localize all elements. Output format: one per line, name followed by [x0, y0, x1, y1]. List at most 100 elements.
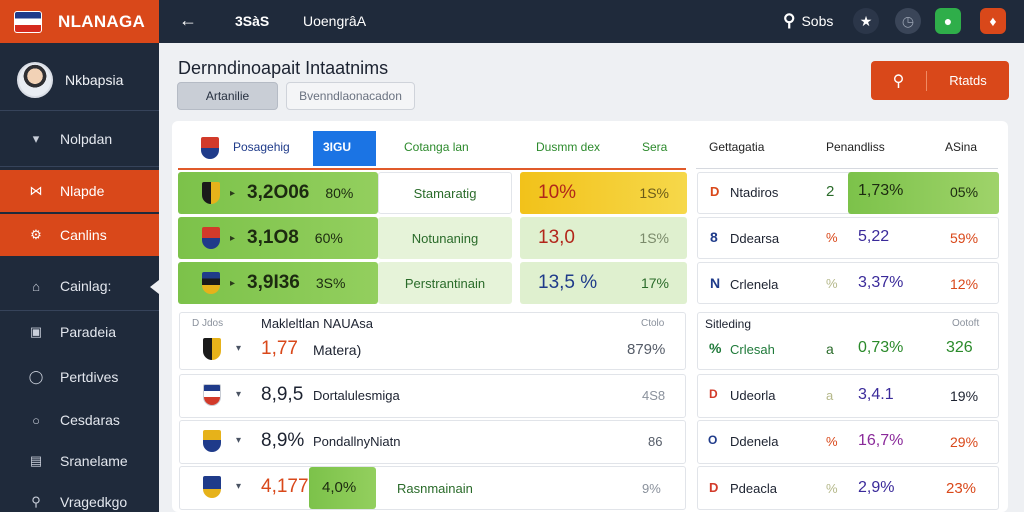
row-name: Rasnmainain	[397, 481, 473, 496]
chevron-down-icon[interactable]: ▾	[236, 481, 242, 492]
chat-icon[interactable]: ●	[935, 8, 961, 34]
row-chip: 4,0%	[322, 479, 357, 496]
sidebar-item-0[interactable]: ▾ Nolpdan	[0, 118, 159, 160]
header-highlight	[313, 131, 376, 166]
team-crest-icon	[203, 384, 221, 406]
sidebar-item-8[interactable]: ⚲ Vragedkgo	[0, 481, 159, 512]
sidebar-item-2[interactable]: ⚙ Canlins	[0, 214, 159, 256]
tab-inactive[interactable]: Bvenndlaonacadon	[286, 82, 415, 110]
table-row[interactable]: ▸ 3,9I36 3S%	[178, 262, 378, 304]
stat-pct: 1S%	[639, 185, 669, 201]
team-crest-icon	[203, 430, 221, 452]
row-pct: 23%	[946, 480, 977, 497]
top-number: 3SàS	[235, 13, 270, 29]
sidebar-item-6[interactable]: ○ Cesdaras	[0, 399, 159, 441]
back-arrow-icon[interactable]: ←	[179, 10, 197, 30]
col-header[interactable]: 3IGU	[323, 140, 352, 154]
row-mark: 2	[826, 183, 835, 200]
sidebar-item-label: Pertdives	[60, 369, 119, 385]
row-mark: a	[826, 341, 834, 357]
table-row[interactable]	[697, 420, 999, 464]
clock-icon[interactable]: ◷	[895, 8, 921, 34]
sidebar-item-1[interactable]: ⋈ Nlapde	[0, 170, 159, 212]
table-row[interactable]	[697, 466, 999, 510]
row-value: 2,9%	[858, 479, 895, 496]
flag-logo-icon	[14, 10, 42, 33]
table-row[interactable]	[697, 217, 999, 259]
page-title: Dernndinoapait Intaatnims	[178, 58, 389, 78]
table-row[interactable]	[179, 466, 686, 510]
row-letter: 8	[710, 229, 718, 245]
highlight-cell	[309, 467, 376, 509]
row-mark: %	[826, 434, 838, 449]
row-name: Dortalulesmiga	[313, 388, 400, 403]
sidebar-item-label: Cainlag:	[60, 278, 112, 294]
table-row[interactable]	[179, 312, 686, 370]
profile[interactable]: Nkbapsia	[0, 56, 159, 104]
row-right: 4S8	[642, 388, 666, 403]
chevron-down-icon[interactable]: ▾	[236, 389, 242, 400]
top-title: UoengrâA	[303, 13, 367, 29]
col-header[interactable]: Dusmm dex	[536, 140, 601, 154]
table-row[interactable]	[697, 262, 999, 304]
row-pct: 3S%	[315, 275, 346, 291]
table-row[interactable]	[697, 312, 999, 370]
col-header[interactable]: Penandliss	[826, 140, 885, 154]
tab-active[interactable]: Artanilie	[177, 82, 278, 110]
search-button[interactable]: ⚲ Sobs	[783, 11, 833, 31]
table-row[interactable]	[179, 420, 686, 464]
col-header[interactable]: Cotanga lan	[404, 140, 469, 154]
stat-cell: 10% 1S%	[520, 172, 687, 214]
row-name: Matera)	[313, 342, 362, 358]
search-label: Sobs	[801, 13, 834, 29]
circle-icon: ○	[32, 412, 40, 428]
chart-icon: ▤	[29, 453, 43, 468]
row-name: Udeorla	[730, 388, 776, 403]
table-row[interactable]: ▸ 3,2O06 80%	[178, 172, 378, 214]
row-value: 3,4.1	[858, 386, 894, 403]
stat-pct: 1S%	[639, 230, 669, 246]
sidebar-item-4[interactable]: ▣ Paradeia	[0, 311, 159, 353]
sidebar-item-7[interactable]: ▤ Sranelame	[0, 440, 159, 482]
team-crest-icon	[201, 137, 219, 159]
row-value: 0,73%	[858, 339, 904, 356]
section-small-right: Ctolo	[641, 318, 665, 329]
chevron-down-icon[interactable]: ▾	[236, 435, 242, 446]
sidebar-item-5[interactable]: ◯ Pertdives	[0, 356, 159, 398]
stat-pct: 17%	[640, 275, 669, 291]
search-icon: ⚲	[871, 70, 927, 91]
crest-icon[interactable]: ♦	[980, 8, 1006, 34]
row-letter: D	[710, 184, 720, 199]
row-pct: 326	[946, 339, 973, 356]
mascot-icon[interactable]: ★	[853, 8, 879, 34]
row-name: Pdeacla	[730, 481, 777, 496]
row-pct: 12%	[950, 276, 979, 292]
table-row[interactable]	[697, 374, 999, 418]
avatar	[17, 62, 53, 98]
caret-right-icon: ▸	[230, 232, 236, 244]
row-letter: %	[709, 340, 722, 356]
col-header[interactable]: Gettagatia	[709, 140, 765, 154]
shield-icon: ◯	[28, 369, 44, 384]
row-value: 4,177	[261, 476, 309, 497]
team-crest-icon	[202, 227, 220, 249]
row-value: 8,9,5	[261, 384, 304, 405]
row-name: Crlesah	[730, 342, 775, 357]
chevron-down-icon[interactable]: ▾	[236, 343, 242, 354]
sidebar-item-label: Cesdaras	[60, 412, 120, 428]
row-right: 9%	[642, 481, 661, 496]
sidebar: NLANAGA Nkbapsia ▾ Nolpdan ⋈ Nlapde ⚙ Ca…	[0, 0, 159, 512]
table-row[interactable]	[179, 374, 686, 418]
header-underline	[696, 168, 998, 169]
team-crest-icon	[203, 338, 221, 360]
sidebar-item-3[interactable]: ⌂ Cainlag:	[0, 265, 159, 307]
table-row[interactable]: ▸ 3,1O8 60%	[178, 217, 378, 259]
col-header[interactable]: Posagehig	[233, 140, 290, 154]
row-letter: O	[708, 433, 718, 447]
col-header[interactable]: Sera	[642, 140, 668, 154]
action-button[interactable]: ⚲ Rtatds	[871, 61, 1009, 100]
nav-divider	[0, 110, 159, 111]
col-header[interactable]: ASina	[945, 140, 978, 154]
row-label: Stamaratig	[378, 172, 512, 214]
stat-value: 13,5 %	[538, 272, 598, 293]
